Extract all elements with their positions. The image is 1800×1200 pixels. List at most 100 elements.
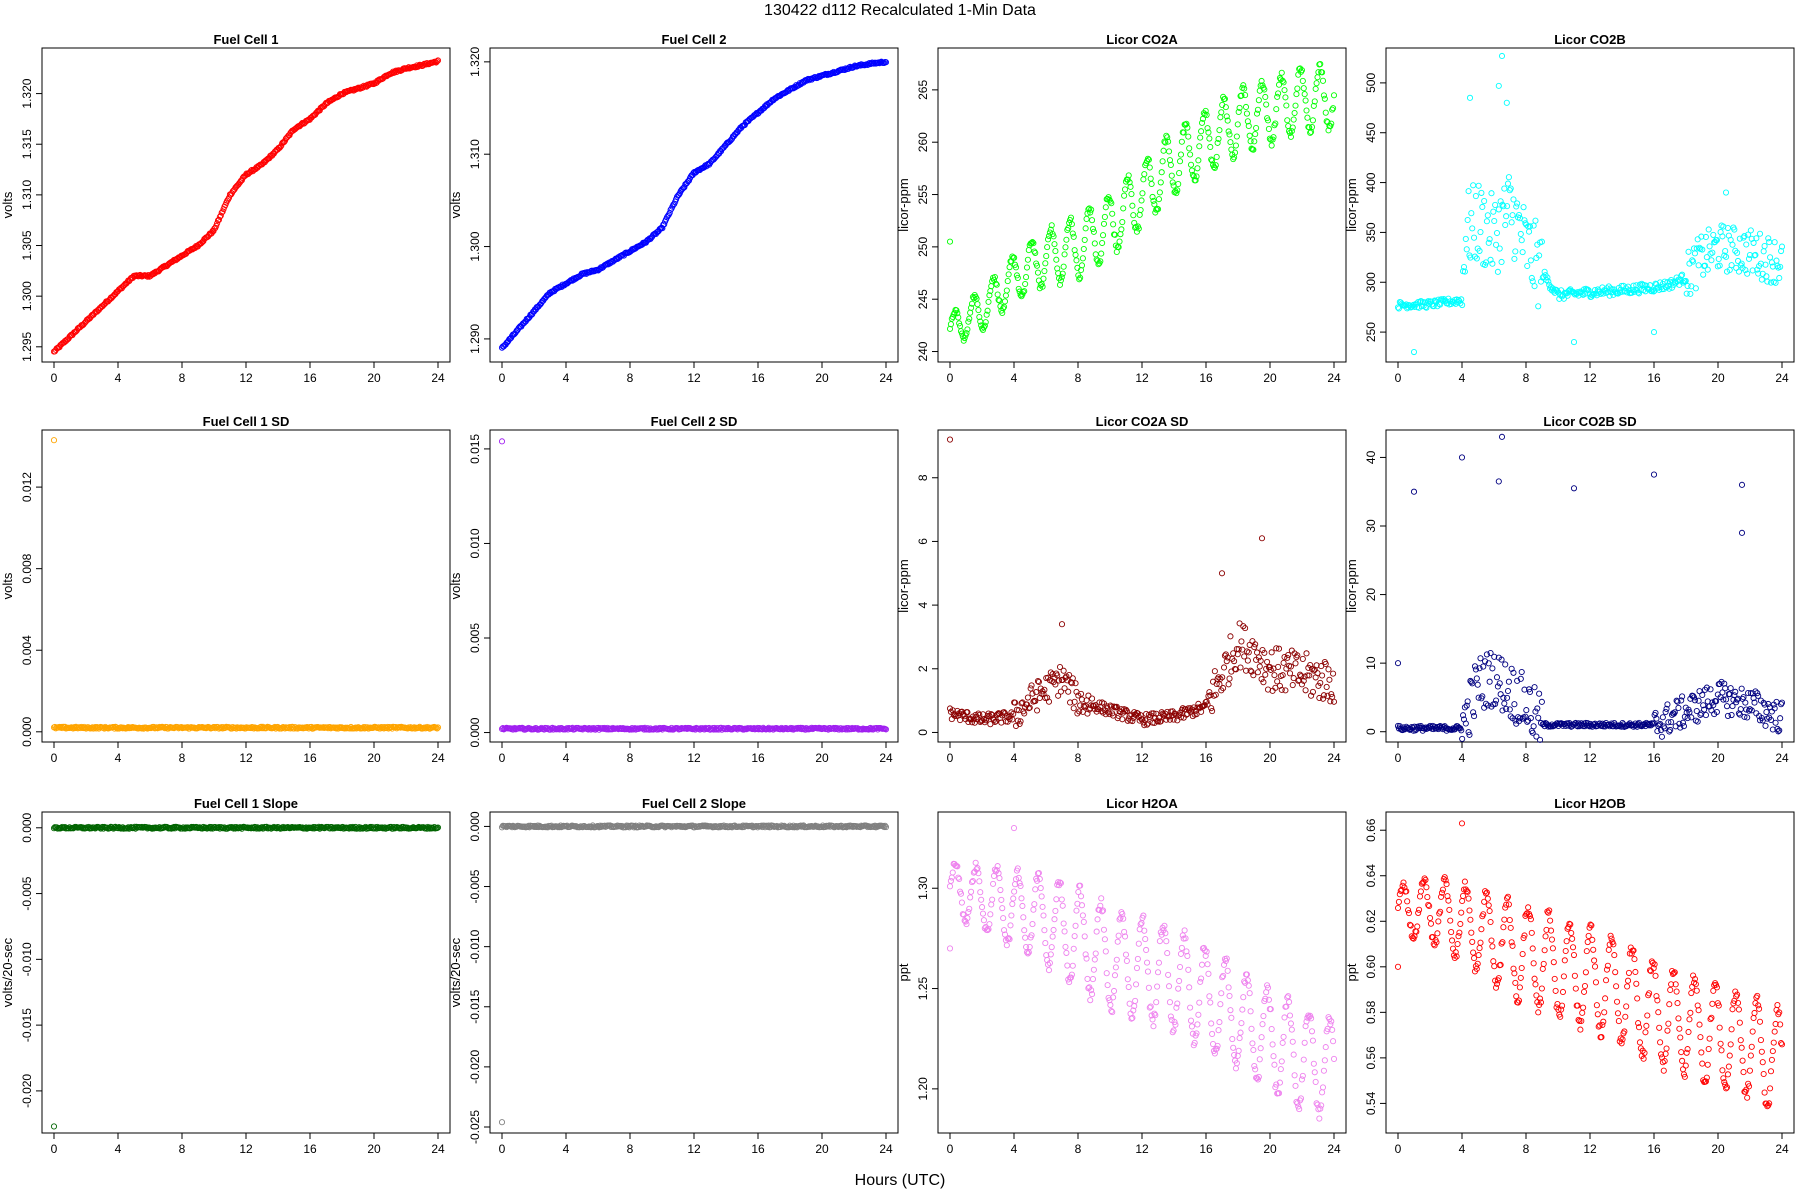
data-point [1146, 164, 1153, 171]
data-point [1010, 710, 1017, 717]
y-tick-label: -0.005 [468, 869, 482, 903]
data-point [1531, 684, 1538, 691]
data-point [1094, 916, 1101, 923]
data-point [955, 314, 962, 321]
data-point [1030, 906, 1037, 913]
y-tick-label: 1.290 [468, 324, 482, 354]
x-tick-label: 16 [1647, 371, 1661, 385]
data-point [684, 179, 691, 186]
outlier-point [946, 436, 954, 443]
data-point [1541, 268, 1548, 275]
panel-8: Fuel Cell 1 Slopevolts/20-sec0.000-0.005… [0, 796, 451, 1156]
data-point [1014, 274, 1021, 281]
data-point [1110, 987, 1118, 995]
data-point [1087, 997, 1094, 1004]
data-point [1121, 186, 1129, 193]
x-tick-label: 12 [687, 371, 701, 385]
data-point [1473, 675, 1480, 682]
x-tick-label: 4 [1011, 1142, 1018, 1156]
data-point [1507, 185, 1514, 192]
data-point [992, 718, 999, 725]
y-tick-label: 10 [1364, 656, 1378, 670]
data-point [1212, 691, 1219, 698]
data-point [599, 724, 606, 732]
data-point [1101, 213, 1108, 220]
data-point [1234, 121, 1241, 128]
data-point [1684, 282, 1691, 290]
data-point [1258, 1034, 1265, 1041]
data-point [1116, 238, 1123, 245]
data-point [1261, 86, 1268, 93]
data-point [434, 725, 441, 732]
data-point [1211, 164, 1218, 171]
data-point [1688, 714, 1695, 721]
x-tick-label: 24 [1775, 751, 1789, 765]
data-point [1069, 230, 1076, 237]
data-point [1135, 940, 1142, 947]
data-point [1330, 1055, 1338, 1062]
data-point [1440, 296, 1447, 303]
data-point [1221, 95, 1228, 102]
data-point [1517, 230, 1524, 238]
data-point [1224, 117, 1231, 124]
data-point [1498, 258, 1505, 266]
data-point [1666, 285, 1673, 292]
x-tick-label: 24 [1327, 751, 1341, 765]
data-point [1031, 248, 1038, 255]
data-point [1287, 1020, 1294, 1027]
panel-title: Fuel Cell 2 Slope [642, 796, 746, 811]
x-tick-label: 0 [947, 1142, 954, 1156]
data-point [1025, 247, 1032, 254]
x-tick-label: 8 [1523, 371, 1530, 385]
data-point [1248, 1025, 1255, 1032]
data-point [1092, 251, 1099, 258]
data-point [1469, 225, 1476, 232]
plot-frame [1385, 811, 1795, 1134]
data-point [1535, 303, 1542, 310]
data-point [1706, 243, 1713, 250]
data-point [876, 60, 883, 67]
outlier-point [1466, 94, 1474, 101]
data-point [1457, 300, 1464, 307]
data-point [1021, 710, 1028, 717]
data-point [1275, 663, 1282, 670]
data-point [1208, 1020, 1215, 1027]
data-point [1114, 938, 1121, 945]
data-point [1018, 895, 1025, 902]
data-point [954, 310, 961, 317]
panel-4: Fuel Cell 1 SDvolts0.0000.0040.0080.0120… [0, 414, 451, 765]
data-point [675, 191, 682, 198]
data-point [1322, 1044, 1329, 1051]
data-point [1738, 685, 1745, 692]
data-point [1185, 966, 1192, 973]
data-point [1216, 127, 1223, 134]
data-point [1083, 215, 1090, 222]
x-tick-label: 4 [563, 1142, 570, 1156]
data-point [1120, 205, 1127, 212]
x-tick-label: 8 [627, 751, 634, 765]
data-point [1294, 85, 1301, 92]
y-axis-label: ppt [896, 963, 911, 981]
data-point [1603, 285, 1611, 292]
data-point [1470, 709, 1477, 716]
data-point [989, 896, 996, 903]
y-tick-label: 0.012 [20, 472, 34, 502]
data-point [1044, 244, 1051, 251]
x-tick-label: 20 [367, 371, 381, 385]
data-point [1753, 235, 1760, 242]
x-tick-label: 8 [1523, 1142, 1530, 1156]
data-point [1275, 90, 1282, 97]
data-point [1530, 222, 1537, 229]
data-point [1194, 165, 1201, 172]
y-tick-label: 0.005 [468, 623, 482, 653]
data-point [1279, 672, 1286, 679]
data-point [1488, 190, 1495, 197]
data-point [977, 889, 984, 896]
data-point [1198, 975, 1205, 982]
data-point [1093, 928, 1100, 935]
data-point [1321, 95, 1328, 102]
data-point [218, 209, 225, 216]
data-point [1081, 236, 1088, 243]
data-point [1080, 245, 1087, 253]
